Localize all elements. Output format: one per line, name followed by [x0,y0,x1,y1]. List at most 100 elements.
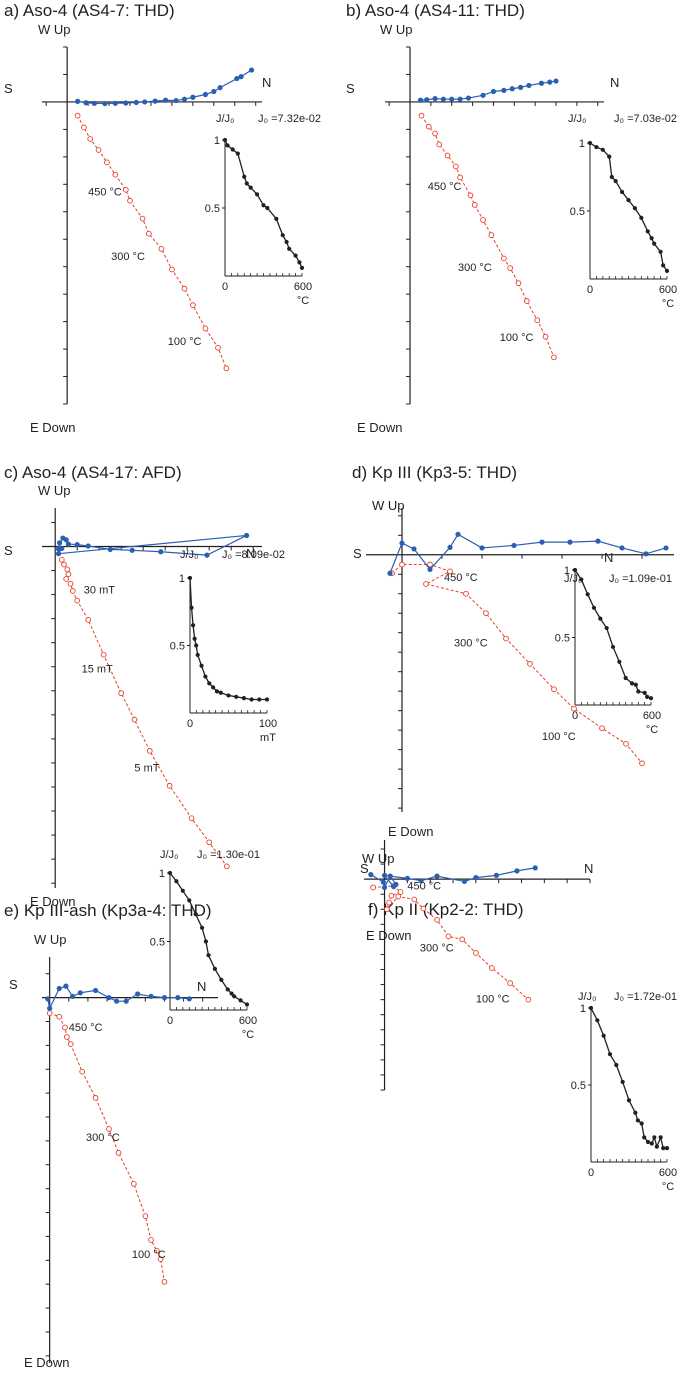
vertical-projection-line [391,564,643,764]
decay-point [187,898,192,903]
vertical-projection-point [436,141,443,148]
horizontal-projection-point [381,872,388,878]
horizontal-projection-point [45,996,51,1002]
decay-point [249,697,254,702]
vertical-projection-point [202,325,209,332]
decay-x-unit: mT [260,732,276,744]
vertical-projection-point [74,112,81,119]
horizontal-projection-point [75,98,81,104]
step-label: 30 mT [84,584,115,596]
vertical-projection-point [131,716,138,723]
decay-point [645,694,650,700]
vertical-projection-point [146,230,152,237]
horizontal-projection-point [517,84,524,90]
vertical-projection-point [411,896,418,903]
vertical-projection-point [467,192,474,199]
step-label: 100 °C [132,1249,166,1261]
decay-point [207,681,212,686]
vertical-projection-point [223,863,230,870]
horizontal-projection-point [418,878,424,884]
decay-point [229,991,234,996]
decay-x-tick-label: 0 [588,1167,594,1179]
vertical-projection-point [639,760,645,767]
decay-point [572,567,578,573]
decay-point [265,205,270,211]
horizontal-projection-point [181,96,188,102]
vertical-projection-point [542,333,549,340]
vertical-projection-point [386,899,392,906]
decay-point [274,216,279,221]
decay-x-unit: °C [242,1029,254,1041]
decay-x-tick-label: 600 [659,1167,677,1179]
vertical-projection-point [92,1095,99,1101]
decay-curve [590,1007,667,1149]
horizontal-projection-point [526,82,532,89]
decay-point [617,659,622,664]
horizontal-projection-point [509,86,515,92]
step-label: 100 °C [542,731,576,743]
horizontal-projection-point [55,551,62,557]
vertical-projection-point [115,1149,122,1156]
decay-y-tick-label: 1 [579,138,585,150]
decay-point [287,246,292,251]
vertical-projection-point [463,590,469,597]
vertical-projection-point [571,705,577,712]
decay-point [257,697,262,702]
decay-point [652,1135,657,1140]
decay-point [192,636,197,641]
decay-point [225,143,230,148]
decay-point [214,689,220,694]
decay-point [639,1121,644,1126]
horizontal-projection-point [387,873,393,879]
horizontal-projection-point [473,875,479,881]
horizontal-projection-point [567,539,573,545]
horizontal-projection-point [480,92,486,98]
up-label: W Up [34,932,67,947]
horizontal-projection-point [217,85,223,91]
vertical-projection-point [215,344,221,351]
decay-point [661,1146,666,1151]
vertical-projection-point [169,266,175,273]
down-label: E Down [24,1355,70,1370]
horizontal-projection-point [440,96,446,102]
panel-title: d) Kp III (Kp3-5: THD) [352,463,517,482]
horizontal-projection-point [77,990,83,996]
vertical-projection-point [65,571,72,577]
vertical-projection-point [525,996,532,1003]
step-label: 450 °C [69,1022,103,1034]
decay-x-unit: °C [646,724,658,736]
decay-ylabel: J/J₀ [568,113,587,125]
panel-title: f) Kp II (Kp2-2: THD) [368,900,524,919]
step-label: 100 °C [500,332,534,344]
decay-x-tick-label: 0 [572,710,578,722]
down-label: E Down [30,894,76,909]
horizontal-projection-point [102,100,108,107]
panel-title: a) Aso-4 (AS4-7: THD) [4,1,175,20]
vertical-projection-point [453,163,459,170]
horizontal-projection-point [85,543,91,549]
panel-title: b) Aso-4 (AS4-11: THD) [346,1,525,20]
vertical-projection-point [118,690,125,697]
decay-point [649,236,654,241]
vertical-projection-point [488,232,495,238]
vertical-projection-point [63,576,70,582]
decay-point [199,663,204,668]
south-label: S [353,546,362,561]
vertical-projection-point [61,561,67,568]
decay-point [199,925,205,930]
horizontal-projection-point [133,99,139,106]
vertical-projection-point [166,782,173,789]
vertical-projection-point [58,556,65,563]
decay-point [194,643,199,648]
decay-point [604,625,609,631]
horizontal-projection-point [449,96,455,102]
horizontal-projection-point [63,537,69,543]
horizontal-projection-point [65,541,71,547]
vertical-projection-point [457,174,463,181]
horizontal-projection-point [186,996,192,1002]
decay-j0-label: J₀ =1.30e-01 [197,849,260,861]
decay-point [248,185,253,190]
vertical-projection-point [459,936,466,943]
vertical-projection-point [127,197,133,204]
horizontal-projection-point [417,97,424,103]
